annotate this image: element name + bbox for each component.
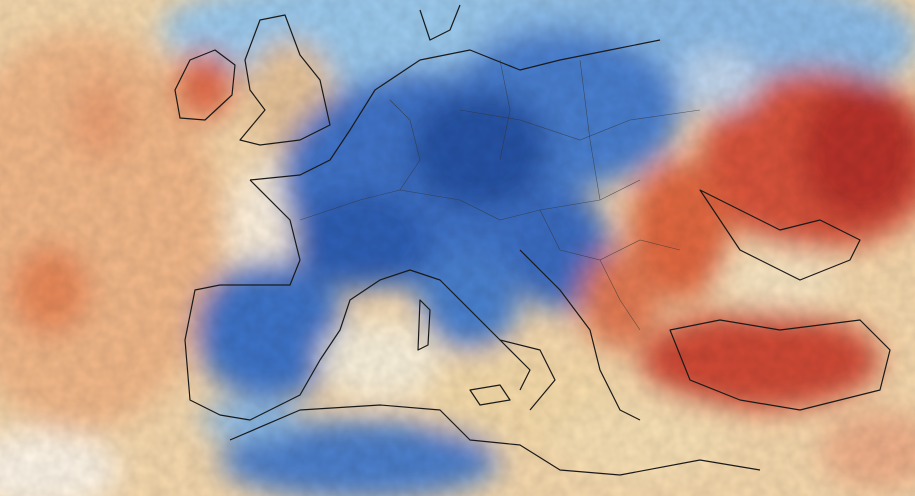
coastlines [174,4,891,476]
borders [299,59,701,331]
